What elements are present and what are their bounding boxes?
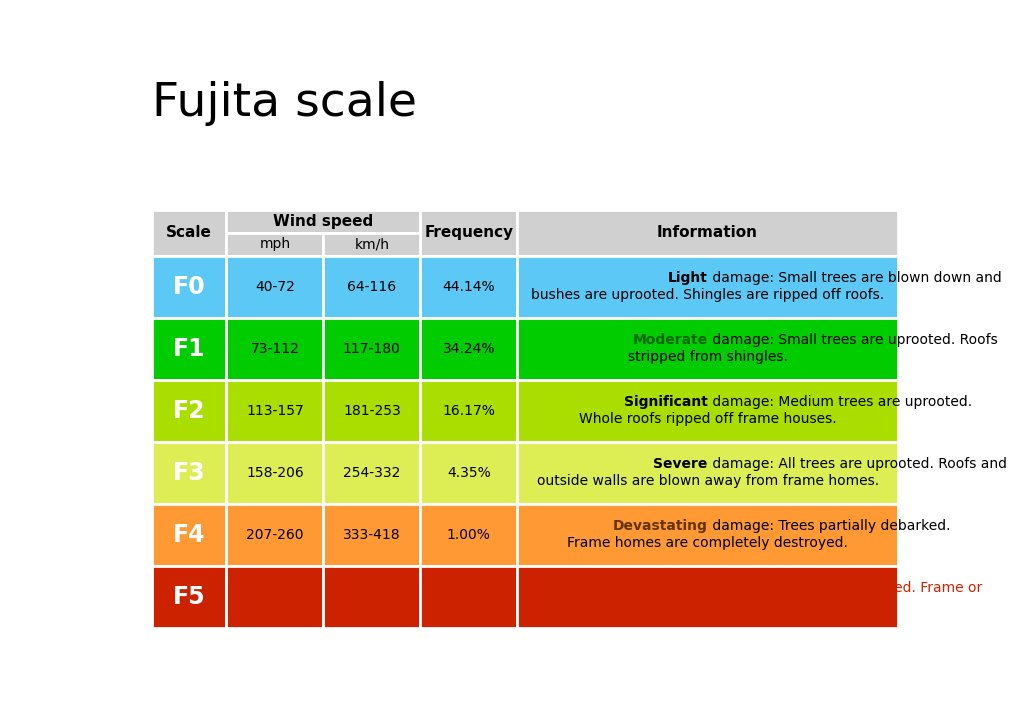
Text: stripped from shingles.: stripped from shingles. xyxy=(628,350,787,364)
Text: bushes are uprooted. Shingles are ripped off roofs.: bushes are uprooted. Shingles are ripped… xyxy=(531,288,884,302)
Bar xyxy=(517,256,898,318)
Text: 254-332: 254-332 xyxy=(343,466,400,479)
Text: Devastating: Devastating xyxy=(612,519,708,533)
Bar xyxy=(226,209,421,232)
Text: 158-206: 158-206 xyxy=(246,466,304,479)
Text: outside walls are blown away from frame homes.: outside walls are blown away from frame … xyxy=(537,474,879,488)
Text: 44.14%: 44.14% xyxy=(442,279,496,293)
Text: damage: Small trees are uprooted. Roofs: damage: Small trees are uprooted. Roofs xyxy=(708,333,997,347)
Bar xyxy=(226,565,324,628)
Bar xyxy=(226,379,324,442)
Text: 4.35%: 4.35% xyxy=(447,466,490,479)
Bar xyxy=(152,379,226,442)
Bar xyxy=(517,504,898,565)
Text: 181-253: 181-253 xyxy=(343,403,400,418)
Bar xyxy=(152,442,226,504)
Bar xyxy=(517,318,898,379)
Text: 333-418: 333-418 xyxy=(343,528,400,542)
Text: Moderate: Moderate xyxy=(632,333,708,347)
Bar xyxy=(324,232,421,256)
Bar xyxy=(324,256,421,318)
Bar xyxy=(226,256,324,318)
Text: 73-112: 73-112 xyxy=(251,342,299,355)
Text: 40-72: 40-72 xyxy=(255,279,295,293)
Text: Frame homes are completely destroyed.: Frame homes are completely destroyed. xyxy=(567,536,848,550)
Text: F5: F5 xyxy=(173,584,206,609)
Bar xyxy=(152,318,226,379)
Bar xyxy=(152,256,226,318)
Text: F3: F3 xyxy=(173,460,206,484)
Text: 64-116: 64-116 xyxy=(347,279,396,293)
Text: km/h: km/h xyxy=(354,237,389,251)
Text: F1: F1 xyxy=(173,337,206,361)
Text: Scale: Scale xyxy=(166,225,212,240)
Bar xyxy=(421,256,517,318)
Bar xyxy=(517,565,898,628)
Bar xyxy=(152,209,226,256)
Bar xyxy=(226,232,324,256)
Text: Light: Light xyxy=(668,271,708,285)
Bar xyxy=(324,318,421,379)
Text: 117-180: 117-180 xyxy=(343,342,400,355)
Bar xyxy=(324,442,421,504)
Text: 34.24%: 34.24% xyxy=(442,342,495,355)
Bar xyxy=(421,379,517,442)
Bar xyxy=(324,504,421,565)
Bar xyxy=(421,318,517,379)
Bar xyxy=(517,209,898,256)
Text: damage: Trees are debarked. Frame or: damage: Trees are debarked. Frame or xyxy=(708,581,982,595)
Text: damage: Trees partially debarked.: damage: Trees partially debarked. xyxy=(708,519,950,533)
Bar xyxy=(421,209,517,256)
Bar xyxy=(421,565,517,628)
Text: 0.10%: 0.10% xyxy=(446,589,490,604)
Text: damage: All trees are uprooted. Roofs and: damage: All trees are uprooted. Roofs an… xyxy=(708,457,1007,471)
Bar xyxy=(517,442,898,504)
Text: 1.00%: 1.00% xyxy=(446,528,490,542)
Bar xyxy=(152,504,226,565)
Text: 113-157: 113-157 xyxy=(246,403,304,418)
Text: Frequency: Frequency xyxy=(424,225,513,240)
Bar xyxy=(421,442,517,504)
Text: F2: F2 xyxy=(173,399,206,423)
Text: Information: Information xyxy=(657,225,758,240)
Text: Severe: Severe xyxy=(653,457,708,471)
Text: 16.17%: 16.17% xyxy=(442,403,496,418)
Bar xyxy=(324,379,421,442)
Bar xyxy=(152,565,226,628)
Text: Whole roofs ripped off frame houses.: Whole roofs ripped off frame houses. xyxy=(579,412,837,426)
Text: 419-512: 419-512 xyxy=(343,589,400,604)
Text: 261-318: 261-318 xyxy=(246,589,304,604)
Bar xyxy=(226,318,324,379)
Text: Significant: Significant xyxy=(624,395,708,409)
Text: damage: Medium trees are uprooted.: damage: Medium trees are uprooted. xyxy=(708,395,972,409)
Text: 207-260: 207-260 xyxy=(246,528,304,542)
Text: Wind speed: Wind speed xyxy=(273,214,374,229)
Bar xyxy=(324,565,421,628)
Text: F4: F4 xyxy=(173,523,206,547)
Bar xyxy=(421,504,517,565)
Text: mph: mph xyxy=(259,237,291,251)
Text: damage: Small trees are blown down and: damage: Small trees are blown down and xyxy=(708,271,1001,285)
Bar xyxy=(226,504,324,565)
Bar xyxy=(226,442,324,504)
Text: F0: F0 xyxy=(173,274,206,298)
Bar xyxy=(517,379,898,442)
Text: Incredible: Incredible xyxy=(630,581,708,595)
Text: Fujita scale: Fujita scale xyxy=(152,81,417,126)
Text: brick homes are swept away.: brick homes are swept away. xyxy=(607,598,808,613)
